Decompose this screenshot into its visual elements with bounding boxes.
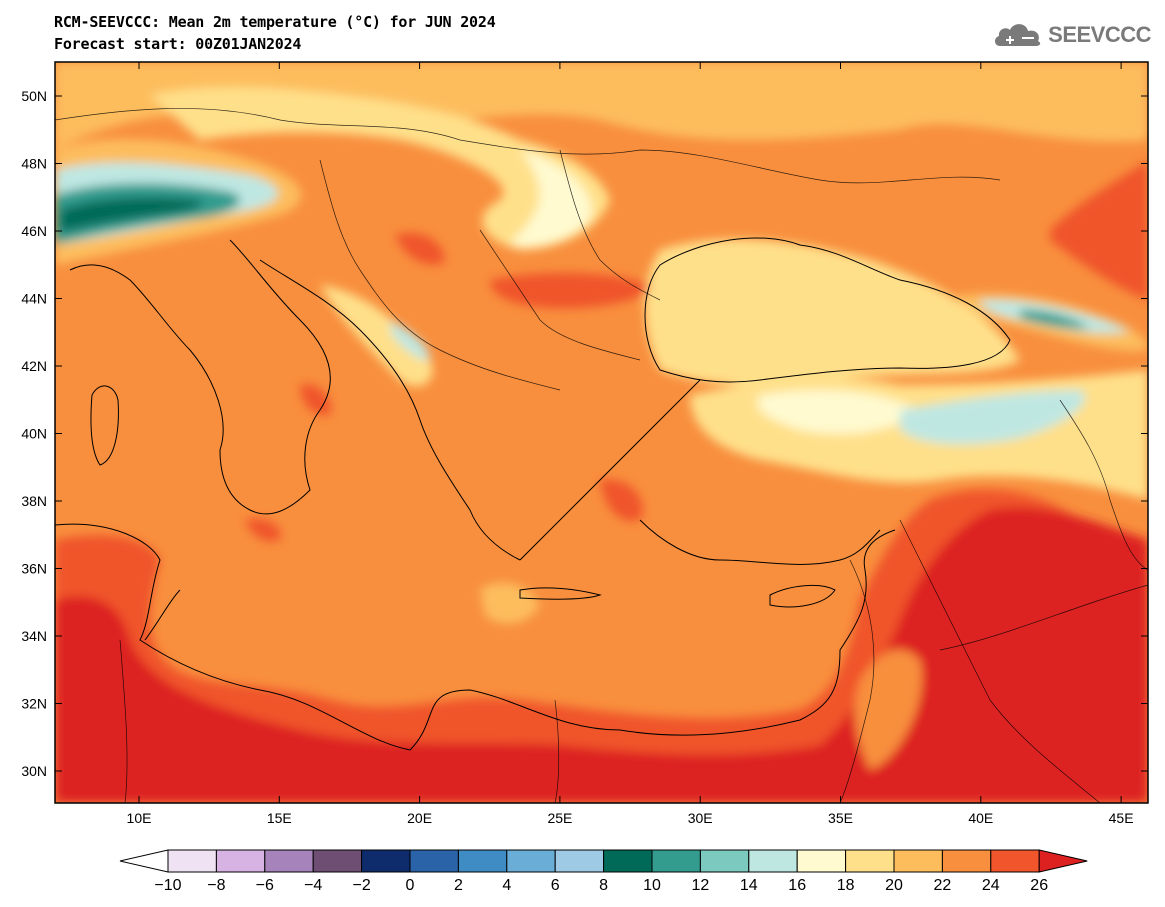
colorbar-label: 10	[643, 877, 661, 894]
colorbar-label: 20	[885, 877, 903, 894]
colorbar-label: −4	[304, 877, 322, 894]
cloud-icon	[995, 24, 1041, 46]
lon-label: 30E	[688, 810, 713, 826]
colorbar-label: 2	[454, 877, 463, 894]
colorbar-swatch	[603, 849, 653, 873]
colorbar-swatch	[651, 849, 701, 873]
colorbar-label: 4	[502, 877, 511, 894]
forecast-start-label: Forecast start: 00Z01JAN2024	[54, 35, 302, 53]
latitude-axis: 50N 48N 46N 44N 42N 40N 38N 36N 34N 32N 30N	[21, 88, 1148, 779]
map-title: RCM-SEEVCCC: Mean 2m temperature (°C) fo…	[54, 13, 496, 31]
colorbar-label: −2	[352, 877, 370, 894]
lat-label: 40N	[21, 426, 47, 442]
temperature-field	[55, 62, 1148, 803]
colorbar-label: 18	[837, 877, 855, 894]
colorbar-label: 16	[788, 877, 806, 894]
colorbar-swatch	[312, 849, 363, 873]
lon-label: 45E	[1109, 810, 1134, 826]
colorbar-label: −10	[154, 877, 181, 894]
borders	[55, 108, 1148, 803]
colorbar-label: −6	[256, 877, 274, 894]
lon-label: 20E	[407, 810, 432, 826]
logo-text: SEEVCCC	[1048, 22, 1151, 47]
colorbar-label: −8	[207, 877, 225, 894]
colorbar-swatch	[796, 849, 847, 873]
seevccc-logo: SEEVCCC	[992, 20, 1151, 50]
colorbar-label: 24	[982, 877, 1000, 894]
colorbar-min-arrow	[119, 849, 169, 873]
lat-label: 30N	[21, 763, 47, 779]
coastlines	[55, 237, 1011, 751]
colorbar-swatch	[457, 849, 508, 873]
colorbar-swatch	[506, 849, 556, 873]
lat-label: 46N	[21, 223, 47, 239]
lat-label: 42N	[21, 358, 47, 374]
colorbar-label: 0	[406, 877, 415, 894]
lat-label: 38N	[21, 493, 47, 509]
lat-label: 32N	[21, 696, 47, 712]
colorbar-swatch	[409, 849, 459, 873]
lon-label: 40E	[968, 810, 993, 826]
colorbar-swatch	[748, 849, 798, 873]
colorbar-swatch	[893, 849, 943, 873]
colorbar-label: 14	[740, 877, 758, 894]
colorbar-label: 26	[1030, 877, 1048, 894]
lat-label: 36N	[21, 561, 47, 577]
colorbar-label: 6	[551, 877, 560, 894]
colorbar-swatch	[990, 849, 1040, 873]
colorbar: −10 −8 −6 −4 −2 0 2 4 6 8 10 12 14 16 18 20 22 24 26	[119, 849, 1088, 894]
colorbar-swatch	[264, 849, 314, 873]
colorbar-swatch	[554, 849, 605, 873]
lon-label: 35E	[828, 810, 853, 826]
map-frame	[54, 61, 1149, 804]
colorbar-label: 12	[692, 877, 710, 894]
colorbar-swatch	[699, 849, 750, 873]
lon-label: 25E	[547, 810, 572, 826]
lon-label: 15E	[267, 810, 292, 826]
lat-label: 44N	[21, 291, 47, 307]
colorbar-label: 8	[599, 877, 608, 894]
colorbar-swatch	[361, 849, 411, 873]
colorbar-swatch	[215, 849, 266, 873]
lat-label: 48N	[21, 156, 47, 172]
colorbar-label: 22	[934, 877, 952, 894]
colorbar-swatch	[941, 849, 992, 873]
colorbar-swatch	[167, 849, 217, 873]
lat-label: 34N	[21, 628, 47, 644]
lon-label: 10E	[127, 810, 152, 826]
colorbar-swatch	[845, 849, 895, 873]
longitude-axis: 10E 15E 20E 25E 30E 35E 40E 45E	[127, 62, 1134, 826]
lat-label: 50N	[21, 88, 47, 104]
colorbar-max-arrow	[1038, 849, 1088, 873]
